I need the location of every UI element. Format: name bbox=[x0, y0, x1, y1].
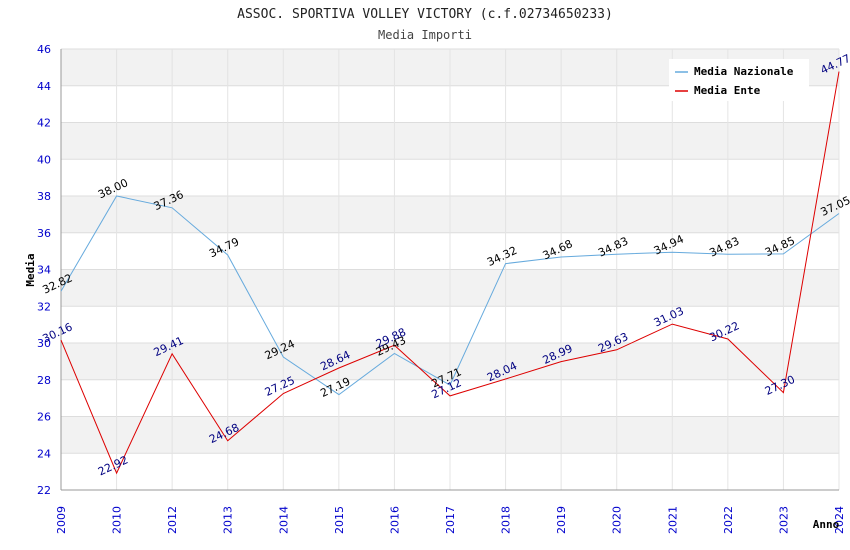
chart-subtitle: Media Importi bbox=[378, 28, 472, 42]
x-tick-label: 2015 bbox=[333, 506, 346, 534]
y-tick-label: 30 bbox=[37, 337, 51, 350]
x-tick-label: 2023 bbox=[777, 506, 790, 534]
legend-label-ente: Media Ente bbox=[694, 84, 761, 97]
y-tick-label: 46 bbox=[37, 43, 51, 56]
x-axis-label: Anno bbox=[813, 518, 840, 531]
y-tick-label: 44 bbox=[37, 80, 51, 93]
y-tick-labels: 22 24 26 28 30 32 34 36 38 40 42 44 46 bbox=[37, 43, 51, 497]
x-tick-label: 2021 bbox=[666, 506, 679, 534]
x-tick-label: 2014 bbox=[277, 506, 290, 534]
x-tick-label: 2017 bbox=[444, 506, 457, 534]
axes bbox=[60, 49, 839, 491]
series-line-nazionale bbox=[60, 195, 840, 396]
y-tick-label: 28 bbox=[37, 374, 51, 387]
legend-box bbox=[669, 59, 809, 101]
x-tick-label: 2024 bbox=[833, 506, 846, 534]
x-tick-label: 2020 bbox=[611, 506, 624, 534]
y-tick-label: 22 bbox=[37, 484, 51, 497]
x-tick-label: 2018 bbox=[500, 506, 513, 534]
series-line-ente bbox=[60, 71, 840, 475]
chart-title: ASSOC. SPORTIVA VOLLEY VICTORY (c.f.0273… bbox=[237, 7, 613, 22]
legend-label-nazionale: Media Nazionale bbox=[694, 65, 794, 78]
legend: Media Nazionale Media Ente bbox=[669, 59, 809, 101]
y-tick-label: 32 bbox=[37, 300, 51, 313]
y-tick-label: 24 bbox=[37, 447, 51, 460]
x-tick-label: 2013 bbox=[222, 506, 235, 534]
x-tick-label: 2022 bbox=[722, 506, 735, 534]
y-tick-label: 38 bbox=[37, 190, 51, 203]
x-tick-label: 2009 bbox=[55, 506, 68, 534]
y-tick-label: 34 bbox=[37, 264, 51, 277]
series-lines bbox=[60, 71, 840, 475]
y-tick-label: 36 bbox=[37, 227, 51, 240]
x-tick-label: 2019 bbox=[555, 506, 568, 534]
y-tick-label: 26 bbox=[37, 411, 51, 424]
y-tick-label: 42 bbox=[37, 117, 51, 130]
x-tick-label: 2016 bbox=[388, 506, 401, 534]
y-axis-label: Media bbox=[24, 253, 37, 286]
x-tick-label: 2012 bbox=[166, 506, 179, 534]
y-tick-label: 40 bbox=[37, 153, 51, 166]
x-tick-labels: 2009 2010 2012 2013 2014 2015 2016 2017 2018 2019… bbox=[55, 506, 846, 534]
x-tick-label: 2010 bbox=[111, 506, 124, 534]
